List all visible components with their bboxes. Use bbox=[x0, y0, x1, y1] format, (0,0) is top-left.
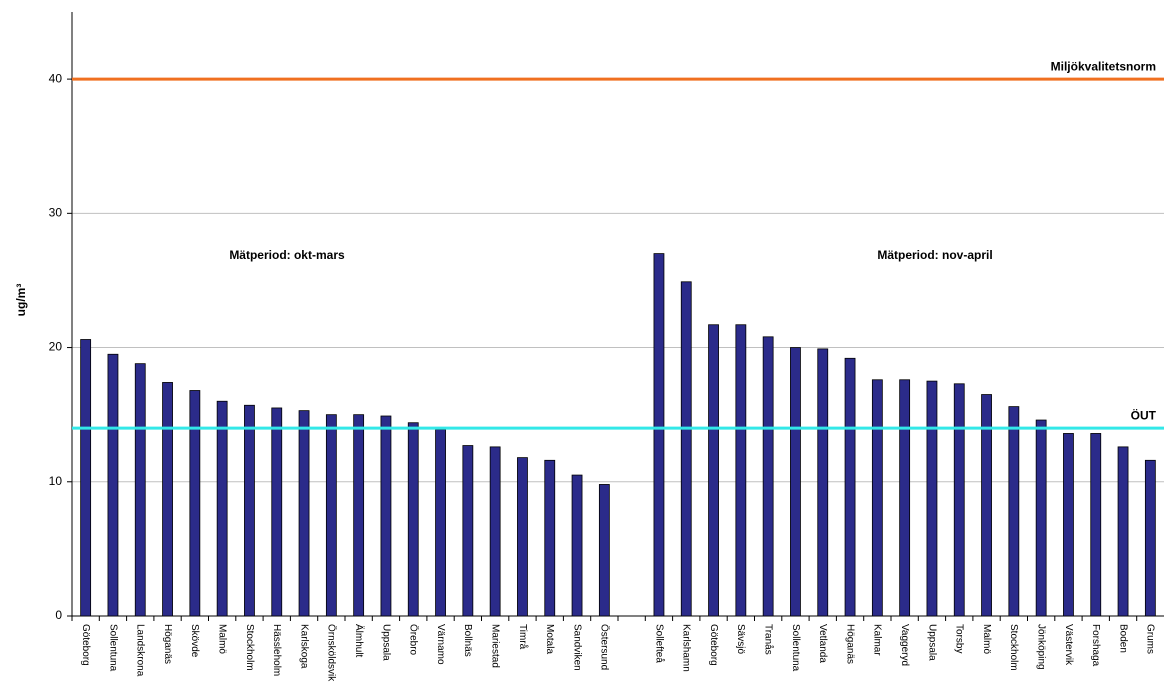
bar bbox=[1063, 433, 1074, 617]
x-tick-label: Örnsköldsvik bbox=[326, 624, 338, 682]
bar bbox=[244, 404, 255, 617]
bar bbox=[1035, 419, 1047, 617]
x-tick-label: Uppsala bbox=[380, 624, 391, 661]
bar bbox=[899, 379, 911, 617]
x-tick-label: Stockholm bbox=[244, 624, 255, 671]
bar bbox=[762, 336, 774, 617]
reference-label: Miljökvalitetsnorm bbox=[1051, 59, 1156, 73]
reference-label: ÖUT bbox=[1131, 407, 1157, 422]
x-tick-label: Motala bbox=[544, 624, 555, 654]
x-tick-label: Göteborg bbox=[80, 624, 91, 666]
x-tick-label: Östersund bbox=[599, 624, 611, 670]
x-tick-label: Tranås bbox=[763, 624, 775, 655]
bar bbox=[380, 415, 392, 617]
y-tick-label: 20 bbox=[49, 340, 63, 354]
bar bbox=[844, 357, 856, 617]
bar bbox=[489, 446, 501, 617]
bar bbox=[162, 382, 173, 617]
x-tick-label: Hässleholm bbox=[271, 624, 282, 676]
x-tick-label: Bollnäs bbox=[462, 624, 473, 657]
bar bbox=[1117, 446, 1129, 617]
bar bbox=[298, 410, 310, 617]
x-tick-label: Boden bbox=[1117, 624, 1128, 653]
bar bbox=[1144, 459, 1156, 617]
bar bbox=[407, 422, 419, 617]
bar bbox=[271, 407, 283, 617]
x-tick-label: Sollentuna bbox=[107, 624, 118, 672]
x-tick-label: Sollentuna bbox=[790, 624, 801, 672]
x-tick-label: Vaggeryd bbox=[899, 624, 910, 666]
x-tick-label: Västervik bbox=[1063, 624, 1074, 666]
annotation: Mätperiod: okt-mars bbox=[229, 248, 345, 262]
x-tick-label: Älmhult bbox=[353, 624, 365, 658]
bar bbox=[981, 394, 992, 617]
bar bbox=[926, 380, 938, 617]
x-tick-label: Jönköping bbox=[1036, 624, 1047, 670]
x-tick-label: Skövde bbox=[189, 624, 200, 658]
x-tick-label: Mariestad bbox=[490, 624, 501, 668]
y-tick-label: 10 bbox=[49, 474, 63, 488]
bar bbox=[653, 253, 665, 617]
y-tick-label: 0 bbox=[55, 608, 62, 622]
bar bbox=[325, 414, 337, 617]
bar bbox=[189, 390, 201, 617]
x-tick-label: Uppsala bbox=[926, 624, 937, 661]
y-axis-label: ug/m³ bbox=[14, 284, 28, 317]
bar bbox=[353, 414, 365, 617]
bar bbox=[953, 383, 965, 617]
x-tick-label: Vetlanda bbox=[817, 624, 828, 663]
x-tick-label: Malmö bbox=[217, 624, 228, 654]
y-tick-label: 30 bbox=[49, 206, 63, 220]
bar bbox=[871, 379, 883, 617]
x-tick-label: Malmö bbox=[981, 624, 992, 654]
x-tick-label: Värnamo bbox=[435, 624, 446, 665]
x-tick-label: Höganäs bbox=[162, 624, 173, 664]
bar bbox=[598, 484, 610, 617]
bar bbox=[735, 324, 747, 617]
bar bbox=[134, 363, 146, 617]
bar bbox=[80, 339, 92, 617]
bar bbox=[817, 348, 829, 617]
x-tick-label: Timrå bbox=[517, 624, 529, 650]
bar bbox=[571, 474, 583, 617]
x-tick-label: Örebro bbox=[408, 624, 420, 656]
bar bbox=[107, 353, 119, 617]
bar bbox=[708, 324, 719, 617]
bar bbox=[435, 429, 446, 617]
x-tick-label: Karlshamn bbox=[681, 624, 692, 672]
x-tick-label: Sandviken bbox=[571, 624, 582, 671]
x-tick-label: Sollefteå bbox=[653, 624, 665, 663]
x-tick-label: Höganäs bbox=[844, 624, 855, 664]
bar bbox=[216, 400, 228, 617]
annotation: Mätperiod: nov-april bbox=[877, 248, 992, 262]
x-tick-label: Forshaga bbox=[1090, 624, 1101, 667]
bar bbox=[1090, 433, 1102, 617]
x-tick-label: Sävsjö bbox=[735, 624, 746, 654]
x-tick-label: Karlskoga bbox=[298, 624, 309, 669]
x-tick-label: Torsby bbox=[954, 624, 965, 653]
x-tick-label: Stockholm bbox=[1008, 624, 1019, 671]
bar bbox=[680, 281, 692, 617]
x-tick-label: Grums bbox=[1145, 624, 1156, 654]
bar bbox=[790, 347, 801, 617]
bar bbox=[462, 445, 474, 617]
bar bbox=[517, 457, 528, 617]
y-tick-label: 40 bbox=[49, 71, 63, 85]
bar bbox=[1008, 406, 1020, 617]
x-tick-label: Landskrona bbox=[135, 624, 146, 677]
x-tick-label: Kalmar bbox=[872, 624, 883, 656]
bar bbox=[544, 459, 556, 617]
x-tick-label: Göteborg bbox=[708, 624, 719, 666]
